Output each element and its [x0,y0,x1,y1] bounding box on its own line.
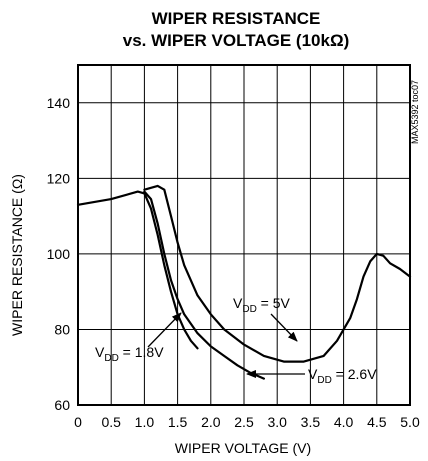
series-annotation-rest: = 1.8V [119,344,164,360]
x-tick-label: 0 [74,414,82,430]
chart-title-line1: WIPER RESISTANCE [152,9,321,28]
series-annotation-1: VDD = 1.8V [95,344,164,364]
y-tick-label: 140 [47,95,71,111]
x-tick-label: 1.5 [168,414,188,430]
tick-labels: 0 0.5 1.0 1.5 2.0 2.5 3.0 3.5 4.0 4.5 5.0 60 80 100 12… [47,95,420,430]
y-tick-label: 60 [54,397,70,413]
y-tick-label: 100 [47,246,71,262]
series-line-2 [143,190,265,380]
chart-title-line2: vs. WIPER VOLTAGE (10kΩ) [123,31,350,50]
x-tick-label: 1.0 [135,414,155,430]
series-annotation-3: VDD = 5V [233,295,291,315]
x-tick-label: 2.0 [201,414,221,430]
x-tick-label: 3.5 [301,414,321,430]
series-annotation-main: V [233,295,243,311]
series-annotation-sub: DD [317,375,331,386]
x-tick-label: 5.0 [400,414,420,430]
series-line-3 [143,184,412,363]
series-annotation-sub: DD [242,304,256,315]
series-annotation-rest: = 2.6V [332,366,377,382]
series-annotation-arrow-3 [270,313,298,342]
series-annotation-sub: DD [104,353,118,364]
series-annotation-2: VDD = 2.6V [308,366,377,386]
figure-id-label: MAX5392 toc07 [410,80,420,144]
x-tick-label: 0.5 [101,414,121,430]
x-tick-label: 3.0 [267,414,287,430]
x-tick-label: 4.5 [367,414,387,430]
series-annotation-rest: = 5V [257,295,291,311]
x-axis-label: WIPER VOLTAGE (V) [175,440,311,456]
x-tick-label: 4.0 [334,414,354,430]
x-tick-label: 2.5 [234,414,254,430]
series-line-1 [76,190,199,350]
series-annotation-arrow-1 [147,312,182,348]
series-annotation-main: V [308,366,318,382]
y-tick-label: 80 [54,321,70,337]
y-tick-label: 120 [47,170,71,186]
series-layer [76,184,412,380]
plot-frame [77,64,411,406]
series-annotation-main: V [95,344,105,360]
y-axis-label: WIPER RESISTANCE (Ω) [9,174,25,336]
